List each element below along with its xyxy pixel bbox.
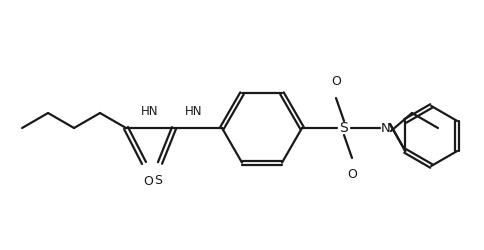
Text: O: O	[143, 175, 153, 188]
Text: O: O	[331, 75, 341, 88]
Text: HN: HN	[185, 105, 203, 118]
Text: S: S	[154, 174, 162, 187]
Text: HN: HN	[141, 105, 159, 118]
Text: O: O	[347, 168, 357, 181]
Text: S: S	[340, 121, 348, 135]
Text: N: N	[381, 122, 391, 134]
